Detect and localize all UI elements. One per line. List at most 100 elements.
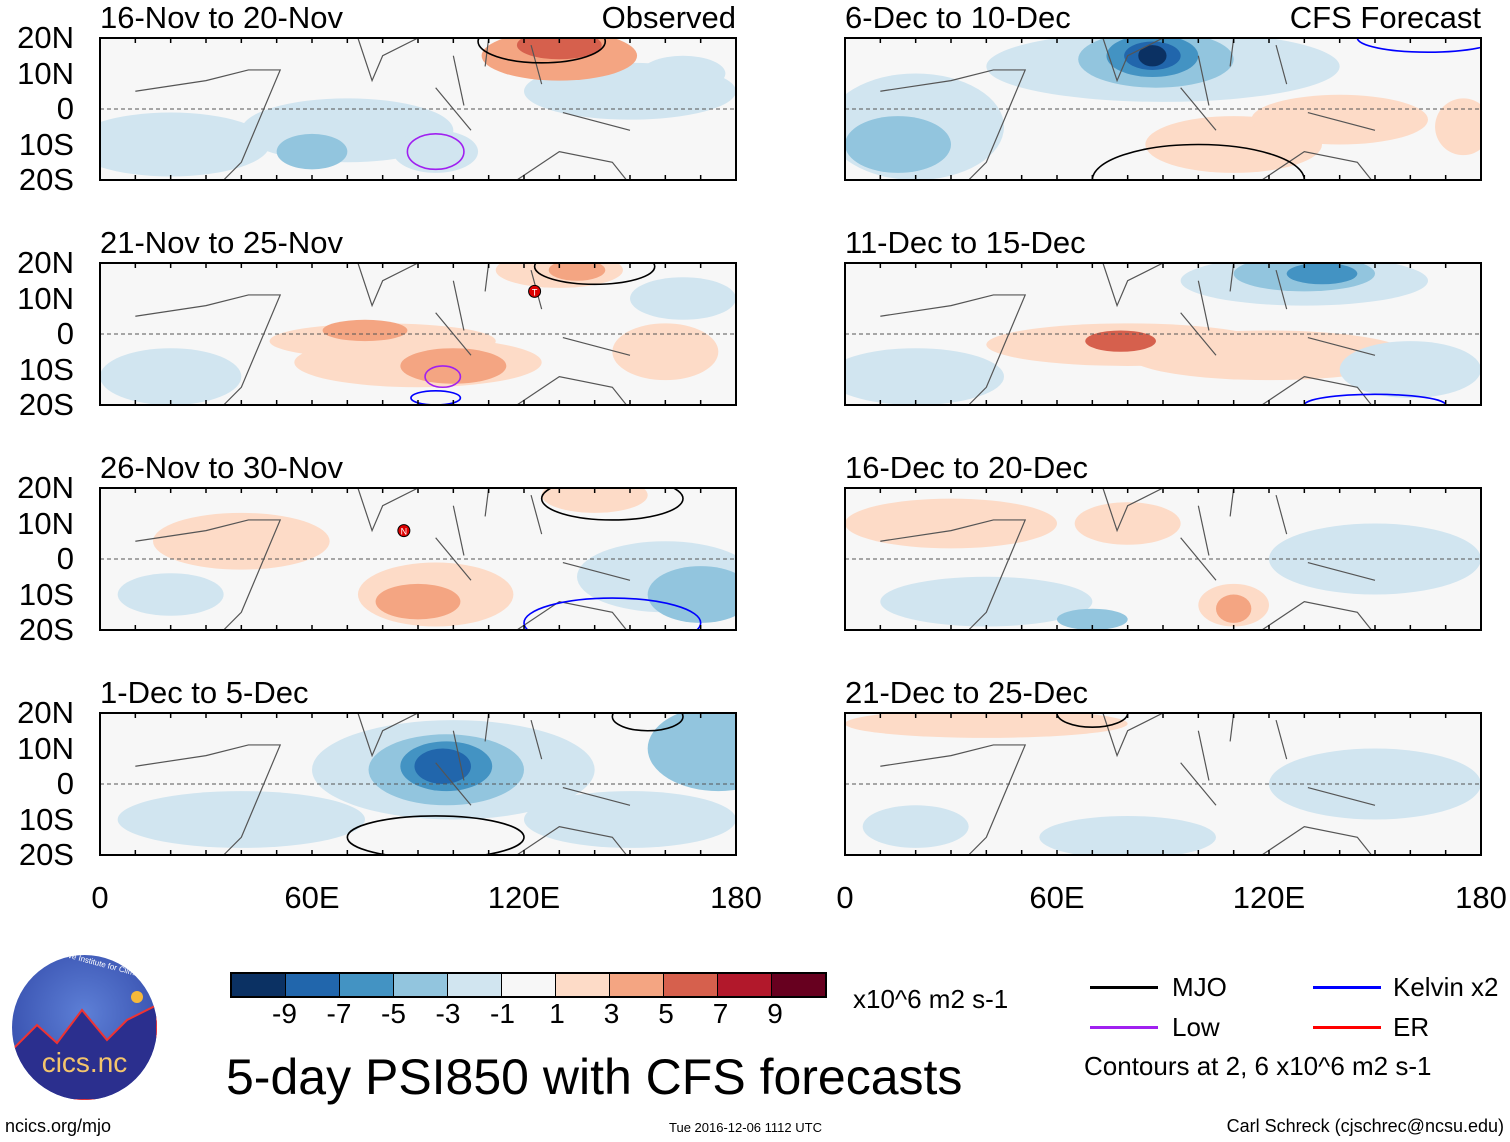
y-tick-label: 20N xyxy=(17,20,74,55)
x-tick-label: 180 xyxy=(1455,880,1507,915)
colorbar-swatch xyxy=(232,974,286,996)
shaded-anomaly xyxy=(1057,608,1128,630)
shaded-anomaly xyxy=(393,130,479,173)
x-tick-label: 0 xyxy=(836,880,854,915)
legend-line-mjo xyxy=(1090,986,1158,989)
colorbar-tick-label: -7 xyxy=(326,998,352,1029)
colorbar-units: x10^6 m2 s-1 xyxy=(853,984,1009,1014)
shaded-anomaly xyxy=(1339,341,1481,398)
shaded-anomaly xyxy=(640,55,726,92)
footer-url[interactable]: ncics.org/mjo xyxy=(5,1116,112,1136)
y-tick-label: 0 xyxy=(56,541,74,576)
x-tick-label: 120E xyxy=(1232,880,1306,915)
mjo-contour xyxy=(1091,143,1306,180)
shaded-anomaly xyxy=(845,498,1057,549)
legend-label-mjo: MJO xyxy=(1172,972,1227,1002)
mjo-contour xyxy=(533,263,656,286)
y-tick-label: 20S xyxy=(18,837,74,872)
y-tick-label: 10S xyxy=(18,576,74,612)
colorbar-swatch xyxy=(448,974,502,996)
shaded-anomaly xyxy=(414,748,471,784)
shaded-anomaly xyxy=(117,573,224,616)
y-tick-label: 20N xyxy=(17,470,74,505)
legend-label-kelvin: Kelvin x2 xyxy=(1393,972,1499,1002)
map-panel xyxy=(99,37,737,181)
shaded-anomaly xyxy=(647,566,736,623)
shaded-anomaly xyxy=(322,319,408,342)
y-tick-label: 0 xyxy=(56,91,74,126)
mjo-contour xyxy=(477,38,607,64)
x-tick-label: 120E xyxy=(487,880,561,915)
shaded-anomaly xyxy=(1269,748,1481,820)
map-panel xyxy=(844,262,1482,406)
y-tick-label: 0 xyxy=(56,766,74,801)
x-tick-label: 180 xyxy=(710,880,762,915)
shaded-anomaly xyxy=(1435,98,1481,156)
shaded-anomaly xyxy=(1074,502,1181,545)
y-tick-label: 10S xyxy=(18,126,74,162)
shaded-anomaly xyxy=(630,277,736,320)
low-contour xyxy=(406,133,465,171)
map-panel xyxy=(844,712,1482,856)
y-tick-label: 10N xyxy=(17,505,74,541)
shaded-anomaly xyxy=(375,583,461,620)
colorbar xyxy=(230,972,827,998)
shaded-anomaly xyxy=(276,133,348,170)
colorbar-tick-label: -9 xyxy=(272,998,297,1029)
shaded-anomaly xyxy=(516,38,602,60)
shaded-anomaly xyxy=(548,263,606,281)
panel-title: 26-Nov to 30-Nov xyxy=(100,450,343,485)
map-panel: T xyxy=(99,262,737,406)
colorbar-tick-label: -5 xyxy=(381,998,406,1029)
panel-label: CFS Forecast xyxy=(1289,0,1481,35)
mjo-contour xyxy=(1056,713,1129,728)
y-tick-label: 10N xyxy=(17,55,74,91)
shaded-anomaly xyxy=(1138,45,1167,67)
colorbar-swatch xyxy=(340,974,394,996)
shaded-anomaly xyxy=(845,713,1128,738)
colorbar-tick-label: -3 xyxy=(435,998,461,1029)
contour-note: Contours at 2, 6 x10^6 m2 s-1 xyxy=(1084,1051,1432,1081)
shaded-anomaly xyxy=(1127,330,1411,381)
shaded-anomaly xyxy=(612,323,719,381)
logo-text: cics.nc xyxy=(41,1047,128,1078)
shaded-anomaly xyxy=(400,348,507,384)
colorbar-swatch xyxy=(286,974,340,996)
legend-label-low: Low xyxy=(1172,1012,1220,1042)
shaded-anomaly xyxy=(524,791,736,848)
shaded-anomaly xyxy=(541,488,648,513)
colorbar-tick-label: 7 xyxy=(712,998,729,1029)
panel-title: 21-Nov to 25-Nov xyxy=(100,225,343,260)
shaded-anomaly xyxy=(880,576,1093,627)
colorbar-swatch xyxy=(718,974,772,996)
footer-timestamp: Tue 2016-12-06 1112 UTC xyxy=(669,1120,822,1135)
colorbar-tick-label: 1 xyxy=(549,998,565,1029)
panel-title: 16-Dec to 20-Dec xyxy=(845,450,1088,485)
panel-title: 11-Dec to 15-Dec xyxy=(845,225,1086,260)
y-tick-label: 10N xyxy=(17,730,74,766)
y-tick-label: 20N xyxy=(17,695,74,730)
y-tick-label: 10S xyxy=(18,801,74,837)
x-tick-label: 0 xyxy=(91,880,109,915)
y-tick-label: 20S xyxy=(18,162,74,197)
kelvin-contour xyxy=(523,597,702,630)
low-contour xyxy=(424,365,462,389)
shaded-anomaly xyxy=(845,116,951,173)
colorbar-tick-label: -1 xyxy=(490,998,515,1029)
panel-label: Observed xyxy=(601,0,736,35)
shaded-anomaly xyxy=(153,512,330,570)
kelvin-contour xyxy=(1356,38,1481,53)
map-panel xyxy=(99,712,737,856)
shaded-anomaly xyxy=(100,348,242,405)
x-tick-label: 60E xyxy=(1029,880,1085,915)
shaded-anomaly xyxy=(1085,330,1156,352)
tropical-cyclone-icon xyxy=(397,524,411,538)
colorbar-swatch xyxy=(394,974,448,996)
colorbar-tick-label: 3 xyxy=(603,998,620,1029)
legend-line-kelvin xyxy=(1313,986,1381,989)
footer-author: Carl Schreck (cjschrec@ncsu.edu) xyxy=(1226,1116,1504,1136)
mjo-contour xyxy=(611,713,684,732)
map-panel xyxy=(844,37,1482,181)
shaded-anomaly xyxy=(1216,594,1252,623)
x-tick-label: 60E xyxy=(284,880,340,915)
